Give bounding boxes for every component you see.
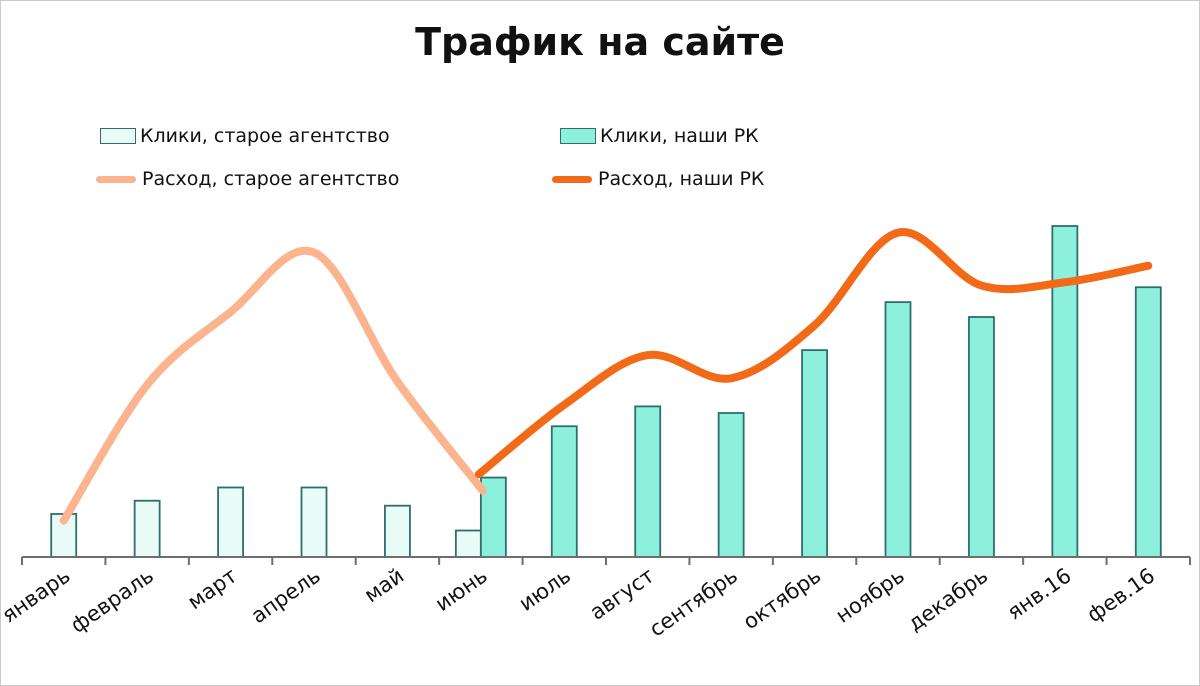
bar-1-8 — [717, 412, 745, 558]
x-tick-label-6: июль — [515, 563, 576, 615]
bar-1-13 — [1134, 286, 1162, 558]
x-tick-label-4: май — [360, 563, 408, 607]
x-tick-label-13: фев.16 — [1083, 563, 1160, 627]
x-tick-label-12: янв.16 — [1003, 563, 1076, 624]
line-series-2 — [59, 246, 487, 525]
line-series-3 — [474, 228, 1153, 479]
legend-label-clicks-old: Клики, старое агентство — [140, 125, 390, 147]
x-tick-label-7: август — [585, 563, 658, 624]
x-tick-label-2: март — [183, 563, 241, 614]
legend-item-spend-ours: Расход, наши РК — [552, 168, 764, 190]
legend-swatch-clicks-old — [100, 128, 136, 144]
x-tick-label-1: февраль — [66, 563, 158, 637]
legend-item-spend-old: Расход, старое агентство — [96, 168, 399, 190]
bar-1-7 — [634, 405, 662, 558]
bar-1-6 — [550, 425, 578, 558]
x-tick-label-3: апрель — [247, 563, 325, 628]
bar-0-1 — [133, 499, 161, 558]
bar-0-5 — [454, 529, 482, 558]
x-tick-label-8: сентябрь — [645, 563, 742, 641]
legend-swatch-spend-ours — [552, 175, 592, 183]
legend-item-clicks-ours: Клики, наши РК — [560, 125, 759, 147]
bar-0-4 — [384, 504, 411, 558]
x-tick-label-10: ноябрь — [831, 563, 909, 627]
bar-0-2 — [217, 486, 244, 558]
legend-label-clicks-ours: Клики, наши РК — [600, 125, 759, 147]
legend-item-clicks-old: Клики, старое агентство — [100, 125, 390, 147]
legend-label-spend-ours: Расход, наши РК — [598, 168, 765, 190]
bar-1-10 — [884, 301, 912, 558]
x-tick-label-0: январь — [0, 563, 75, 627]
bar-1-9 — [801, 349, 828, 558]
bar-1-11 — [968, 316, 995, 558]
x-tick-label-11: декабрь — [903, 563, 992, 635]
x-tick-label-5: июнь — [431, 563, 492, 616]
bar-0-3 — [300, 486, 328, 558]
legend-swatch-clicks-ours — [560, 128, 596, 144]
chart-title: Трафик на сайте — [415, 20, 785, 64]
legend-label-spend-old: Расход, старое агентство — [142, 168, 400, 190]
bar-1-12 — [1051, 225, 1079, 558]
x-tick-label-9: октябрь — [739, 563, 826, 634]
legend-swatch-spend-old — [96, 175, 136, 183]
